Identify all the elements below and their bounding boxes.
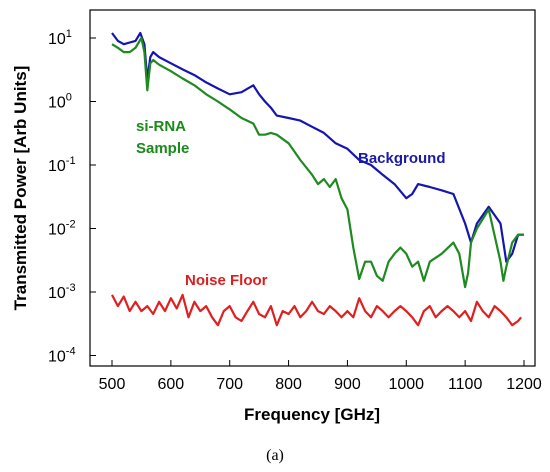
series-line-1 xyxy=(111,36,524,289)
annotation-noise-floor: Noise Floor xyxy=(185,272,268,289)
x-tick-label: 1200 xyxy=(506,376,542,393)
x-axis-ticks: 500 600 700 800 900 1000 1100 1200 xyxy=(99,360,542,393)
x-tick-label: 800 xyxy=(275,376,302,393)
series-line-0 xyxy=(111,31,524,263)
x-tick-label: 900 xyxy=(334,376,361,393)
y-tick-label: 100 xyxy=(48,92,72,112)
series-layer xyxy=(111,31,524,327)
y-axis-title: Transmitted Power [Arb Units] xyxy=(11,66,30,311)
x-tick-label: 1100 xyxy=(448,376,483,393)
figure-caption: (a) xyxy=(266,447,284,464)
y-tick-label: 10-2 xyxy=(48,219,76,239)
series-line-2 xyxy=(111,293,522,327)
x-axis-title: Frequency [GHz] xyxy=(244,405,380,424)
x-tick-label: 500 xyxy=(99,376,126,393)
y-axis-ticks: 101 100 10-1 10-2 10-3 10-4 xyxy=(48,28,96,366)
x-tick-label: 600 xyxy=(158,376,185,393)
plot-area xyxy=(89,9,536,367)
x-tick-label: 1000 xyxy=(388,376,424,393)
annotation-sample: Sample xyxy=(136,140,189,157)
y-tick-label: 10-3 xyxy=(48,282,76,302)
y-tick-label: 101 xyxy=(48,28,72,48)
y-tick-label: 10-4 xyxy=(48,346,76,366)
x-tick-label: 700 xyxy=(216,376,243,393)
annotation-sirna: si-RNA xyxy=(136,118,186,135)
y-tick-label: 10-1 xyxy=(48,155,76,175)
annotation-background: Background xyxy=(358,150,446,167)
